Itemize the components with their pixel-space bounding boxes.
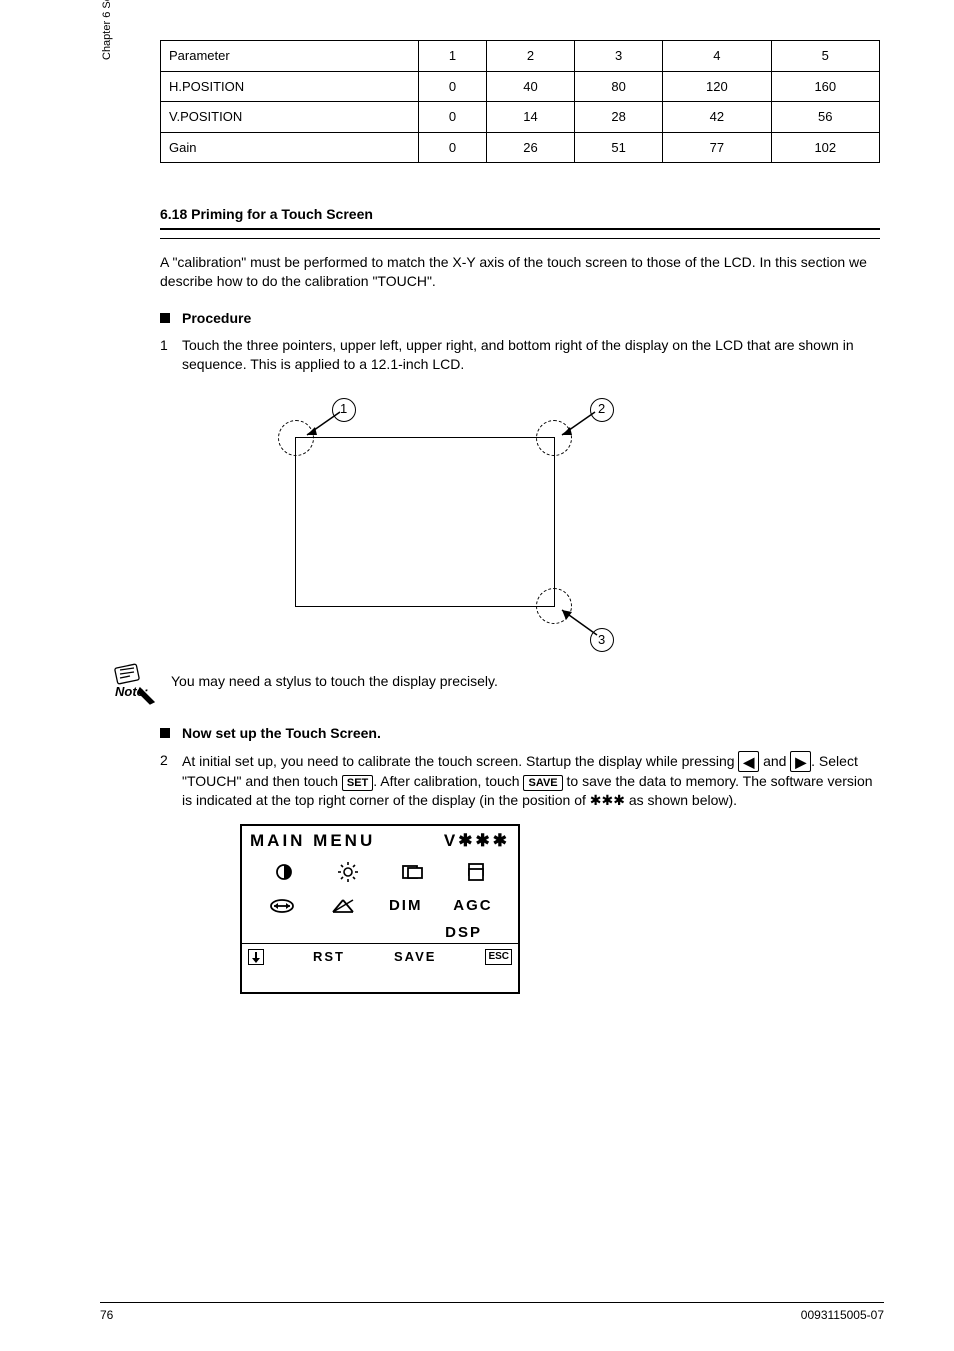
chapter-side-label: Chapter 6 Setting the Monitor (100, 0, 115, 60)
page: Chapter 6 Setting the Monitor Parameter … (0, 0, 954, 1351)
down-arrow-icon[interactable] (248, 949, 264, 965)
cell: 77 (663, 132, 771, 163)
menu-esc[interactable]: ESC (485, 949, 512, 965)
menu-title-row: MAIN MENU V✱✱✱ (242, 826, 518, 855)
brightness-icon[interactable] (333, 861, 363, 883)
col-h1: 1 (419, 41, 487, 72)
note-block: Note: You may need a stylus to touch the… (110, 664, 884, 719)
save-key[interactable]: SAVE (523, 775, 562, 791)
step-2-num: 2 (160, 751, 168, 770)
gain-icon[interactable] (328, 895, 358, 917)
table-row: V.POSITION 0 14 28 42 56 (161, 102, 880, 133)
cell: 120 (663, 71, 771, 102)
cell: 40 (486, 71, 574, 102)
procedure-word: Procedure (182, 310, 251, 326)
menu-save[interactable]: SAVE (394, 948, 436, 966)
step-1: 1 Touch the three pointers, upper left, … (182, 336, 880, 374)
step2-lead-text: Now set up the Touch Screen. (182, 725, 381, 741)
procedure-bullet: Procedure (160, 309, 880, 328)
bullet-square-icon (160, 313, 170, 323)
cell: 51 (575, 132, 663, 163)
step-1-text: Touch the three pointers, upper left, up… (182, 337, 854, 372)
vpos-icon[interactable] (461, 861, 491, 883)
cell: 26 (486, 132, 574, 163)
arrow-1 (295, 407, 345, 447)
cell: 14 (486, 102, 574, 133)
fig-label-1: 1 (340, 400, 347, 418)
main-menu-panel: MAIN MENU V✱✱✱ DIM (240, 824, 520, 994)
section-heading: 6.18 Priming for a Touch Screen (160, 205, 884, 224)
page-footer: 76 0093115005-07 (100, 1302, 884, 1323)
col-h3: 3 (575, 41, 663, 72)
cell: 0 (419, 132, 487, 163)
menu-agc[interactable]: AGC (453, 895, 492, 917)
menu-dsp[interactable]: DSP (445, 923, 482, 943)
menu-row-2: DIM AGC (242, 889, 518, 923)
arrow-2 (550, 407, 600, 447)
rule-thin (160, 238, 880, 239)
col-h4: 4 (663, 41, 771, 72)
step2-lead: Now set up the Touch Screen. (182, 724, 880, 743)
col-h2: 2 (486, 41, 574, 72)
table-row: Gain 0 26 51 77 102 (161, 132, 880, 163)
cell: Gain (161, 132, 419, 163)
rule-thick (160, 228, 880, 230)
cell: V.POSITION (161, 102, 419, 133)
footer-right: 0093115005-07 (801, 1307, 884, 1323)
cell: 102 (771, 132, 879, 163)
fig-label-3: 3 (598, 631, 605, 649)
step-1-num: 1 (160, 336, 168, 355)
menu-row-1 (242, 855, 518, 889)
fig-label-2: 2 (598, 400, 605, 418)
cell: 28 (575, 102, 663, 133)
col-h5: 5 (771, 41, 879, 72)
menu-bottom-row: RST SAVE ESC (242, 943, 518, 970)
col-h0: Parameter (161, 41, 419, 72)
step-2-text: At initial set up, you need to calibrate… (182, 753, 873, 808)
hsize-icon[interactable] (267, 895, 297, 917)
svg-text:Note:: Note: (115, 684, 148, 699)
table-row: H.POSITION 0 40 80 120 160 (161, 71, 880, 102)
param-table-wrap: Parameter 1 2 3 4 5 H.POSITION 0 40 80 1… (100, 40, 884, 163)
note-icon: Note: (110, 660, 165, 715)
param-table: Parameter 1 2 3 4 5 H.POSITION 0 40 80 1… (160, 40, 880, 163)
left-arrow-key[interactable]: ◀ (738, 751, 759, 771)
cell: 0 (419, 102, 487, 133)
menu-title-right: V✱✱✱ (444, 830, 510, 853)
right-arrow-key[interactable]: ▶ (790, 751, 811, 771)
bullet-square-icon (160, 728, 170, 738)
table-header-row: Parameter 1 2 3 4 5 (161, 41, 880, 72)
cell: 42 (663, 102, 771, 133)
menu-dsp-row: DSP (242, 923, 518, 943)
menu-dim[interactable]: DIM (389, 895, 423, 917)
cell: 56 (771, 102, 879, 133)
calibration-figure: 1 2 3 (240, 392, 660, 652)
cell: H.POSITION (161, 71, 419, 102)
footer-left: 76 (100, 1307, 113, 1323)
menu-rst[interactable]: RST (313, 948, 345, 966)
lcd-rectangle (295, 437, 555, 607)
menu-title-left: MAIN MENU (250, 830, 375, 853)
cell: 160 (771, 71, 879, 102)
cell: 0 (419, 71, 487, 102)
step2-bullet: Now set up the Touch Screen. (160, 724, 880, 743)
set-key[interactable]: SET (342, 775, 373, 791)
contrast-icon[interactable] (269, 861, 299, 883)
cell: 80 (575, 71, 663, 102)
section-intro: A "calibration" must be performed to mat… (160, 253, 880, 291)
procedure-label: Procedure (182, 309, 880, 328)
note-text: You may need a stylus to touch the displ… (171, 672, 884, 691)
step-2: 2 At initial set up, you need to calibra… (182, 751, 880, 809)
hpos-icon[interactable] (397, 861, 427, 883)
arrow-3 (552, 602, 602, 642)
